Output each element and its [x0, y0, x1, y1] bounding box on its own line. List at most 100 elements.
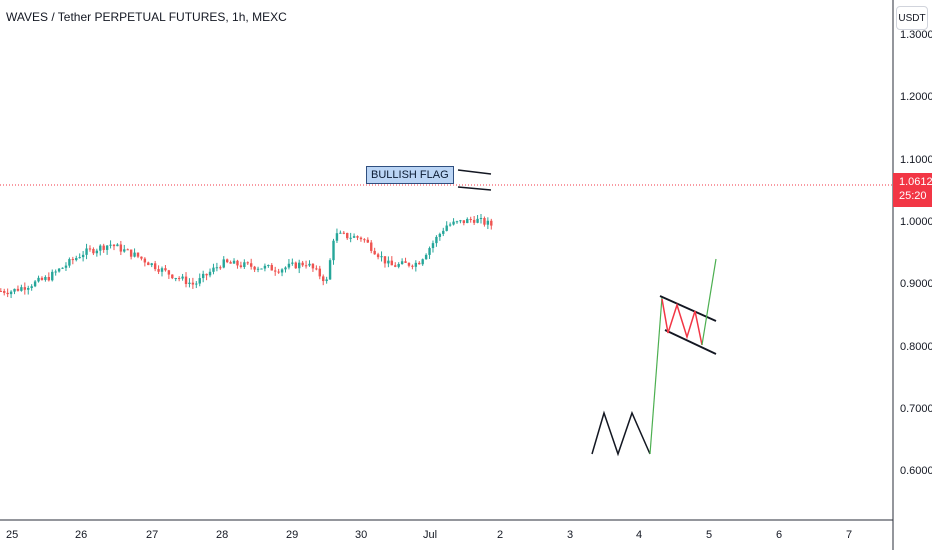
time-tick: 27	[146, 529, 159, 541]
flag-channel-lower	[664, 329, 717, 355]
candle-body	[143, 258, 147, 263]
time-tick: 28	[216, 529, 229, 541]
current-price-badge: 1.0612 25:20	[893, 173, 932, 207]
candle-body	[16, 288, 20, 291]
candle-body	[349, 237, 352, 239]
candle-body	[215, 267, 219, 269]
candle-body	[232, 260, 236, 264]
candle-body	[267, 265, 270, 267]
candle-body	[112, 244, 116, 247]
candle-body	[61, 267, 64, 269]
candle-body	[64, 265, 68, 268]
candle-body	[92, 248, 95, 254]
candle-body	[308, 263, 311, 266]
candle-body	[150, 263, 153, 266]
candle-body	[342, 232, 345, 234]
candle-body	[23, 287, 27, 290]
candle-body	[253, 266, 256, 270]
price-tick: 0.8000	[900, 341, 932, 353]
candle-body	[346, 232, 349, 239]
candle-body	[246, 262, 249, 264]
candle-body	[479, 218, 483, 220]
candle-body	[85, 248, 88, 255]
candle-body	[147, 262, 150, 266]
candle-body	[277, 271, 280, 273]
candle-body	[198, 278, 201, 284]
price-tick: 1.1000	[900, 154, 932, 166]
candle-body	[466, 218, 469, 224]
candle-body	[44, 277, 47, 280]
candle-body	[404, 261, 407, 263]
candle-body	[20, 287, 23, 291]
candle-body	[452, 221, 455, 225]
candle-body	[318, 268, 321, 277]
candle-body	[424, 254, 428, 260]
time-tick: 2	[497, 529, 504, 541]
time-tick: 6	[776, 529, 783, 541]
candle-body	[184, 276, 188, 285]
candle-body	[81, 254, 85, 258]
candle-body	[448, 224, 452, 226]
time-tick: 4	[636, 529, 643, 541]
candle-body	[301, 262, 304, 266]
candle-body	[270, 265, 273, 271]
time-tick: 29	[286, 529, 299, 541]
candle-body	[126, 249, 129, 251]
candle-body	[167, 270, 171, 275]
candle-body	[140, 256, 143, 259]
candle-body	[105, 245, 109, 250]
candle-body	[294, 262, 297, 269]
candle-body	[445, 225, 448, 231]
candle-body	[469, 218, 472, 220]
candle-body	[476, 218, 479, 223]
candle-body	[291, 262, 294, 264]
candle-body	[455, 221, 459, 223]
bullish-flag-label[interactable]: BULLISH FLAG	[366, 166, 454, 184]
candle-body	[119, 244, 123, 252]
candle-body	[263, 265, 267, 269]
candle-body	[390, 260, 394, 266]
candle-body	[205, 273, 208, 276]
candle-body	[191, 282, 195, 285]
candle-body	[370, 242, 373, 251]
candle-body	[177, 278, 181, 280]
candle-body	[486, 220, 490, 225]
candle-body	[311, 263, 315, 269]
candle-body	[136, 252, 140, 257]
time-tick: 26	[75, 529, 88, 541]
candle-body	[243, 262, 246, 267]
candle-body	[431, 243, 435, 249]
candle-body	[239, 265, 243, 267]
bar-countdown: 25:20	[899, 190, 927, 202]
candle-body	[68, 259, 71, 266]
currency-unit-button[interactable]: USDT	[896, 6, 928, 30]
current-price-value: 1.0612	[899, 176, 932, 188]
candle-body	[315, 268, 318, 270]
candle-body	[51, 271, 54, 281]
candle-body	[9, 291, 13, 295]
time-tick: 25	[6, 529, 19, 541]
candle-body	[78, 257, 81, 259]
candle-body	[129, 249, 133, 257]
candle-body	[109, 244, 112, 246]
candle-body	[298, 262, 301, 269]
candle-body	[322, 276, 325, 282]
candle-body	[438, 233, 442, 237]
price-tick: 1.0000	[900, 216, 932, 228]
candle-body	[397, 264, 400, 267]
candle-body	[304, 265, 308, 267]
candle-body	[236, 260, 239, 266]
candle-body	[71, 259, 75, 261]
time-tick: 5	[706, 529, 713, 541]
projection-drawing	[591, 258, 717, 457]
price-tick: 0.7000	[900, 403, 932, 415]
chart-title: WAVES / Tether PERPETUAL FUTURES, 1h, ME…	[6, 10, 287, 24]
price-tick: 1.3000	[900, 29, 932, 41]
candle-body	[0, 290, 3, 292]
candle-body	[418, 262, 421, 265]
candle-body	[201, 273, 205, 279]
candle-body	[33, 281, 37, 287]
candle-body	[95, 250, 99, 254]
candle-body	[483, 218, 486, 225]
